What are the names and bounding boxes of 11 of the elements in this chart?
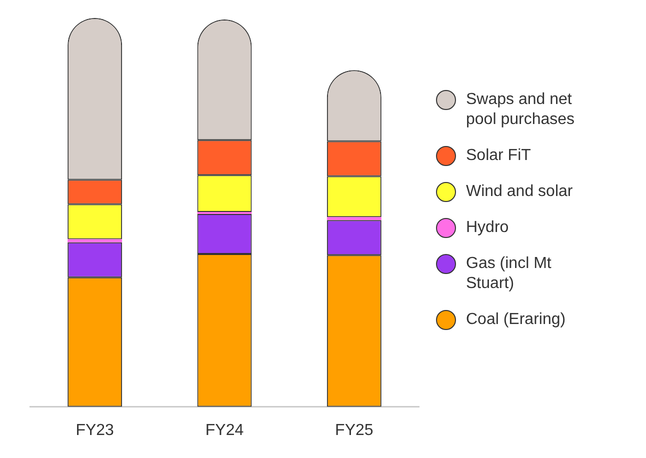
x-tick-label: FY25 — [335, 422, 374, 439]
legend-label: Swaps and net pool purchases — [466, 90, 576, 130]
bar — [326, 217, 382, 220]
legend-label: Gas (incl Mt Stuart) — [466, 254, 552, 294]
legend-label: Coal (Eraring) — [466, 310, 566, 330]
legend-label: Hydro — [466, 218, 509, 238]
legend-label: Wind and solar — [466, 182, 573, 202]
x-tick-label: FY23 — [76, 422, 114, 439]
x-tick-label: FY24 — [205, 422, 244, 439]
legend-label: Solar FiT — [466, 146, 531, 166]
bar — [68, 239, 122, 242]
